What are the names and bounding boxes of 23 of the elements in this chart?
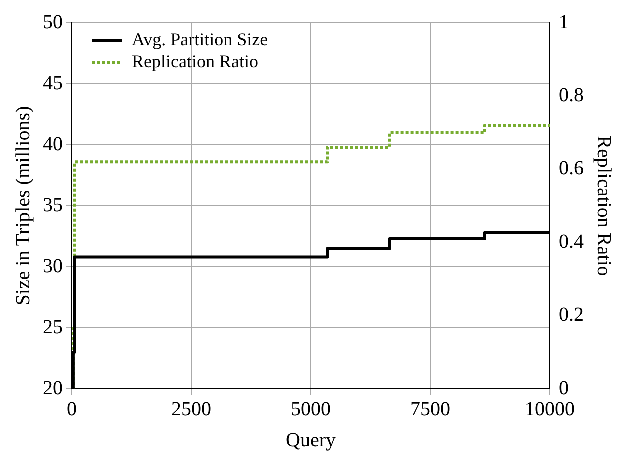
y-tick-label: 30	[43, 255, 63, 278]
x-tick-label: 2500	[172, 398, 212, 420]
y-tick-label: 25	[43, 316, 63, 338]
legend-label: Replication Ratio	[132, 52, 258, 72]
x-tick-label: 7500	[410, 398, 450, 420]
x-tick-label: 0	[67, 398, 77, 420]
y-axis-title: Size in Triples (millions)	[12, 106, 34, 306]
y2-tick-label: 0.2	[559, 304, 584, 326]
y-tick-label: 45	[43, 72, 63, 94]
y-tick-label: 40	[43, 133, 63, 156]
y2-tick-label: 0.4	[559, 230, 584, 253]
y2-tick-label: 0	[559, 377, 569, 400]
y-tick-label: 50	[43, 11, 63, 34]
x-tick-label: 10000	[525, 398, 575, 420]
y2-axis-title: Replication Ratio	[592, 136, 615, 276]
y2-tick-label: 0.6	[559, 158, 584, 180]
x-tick-label: 5000	[291, 398, 331, 420]
legend-label: Avg. Partition Size	[132, 30, 268, 50]
x-axis-title: Query	[286, 429, 336, 452]
y-tick-label: 20	[43, 377, 63, 400]
y2-tick-label: 0.8	[559, 84, 584, 106]
y2-tick-label: 1	[559, 11, 569, 34]
y-tick-label: 35	[43, 194, 63, 216]
